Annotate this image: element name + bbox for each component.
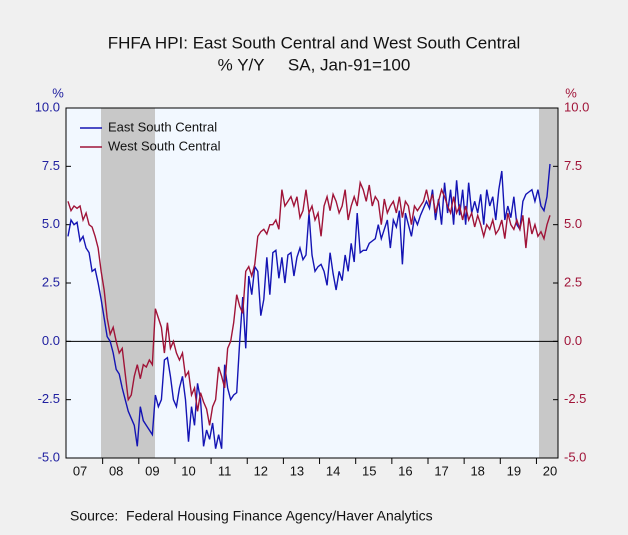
x-tick-label: 07 (73, 463, 87, 478)
y2-tick-label: 0.0 (564, 333, 582, 348)
legend-label: West South Central (108, 138, 221, 153)
x-tick-label: 15 (362, 463, 376, 478)
recession-shade (539, 108, 558, 458)
y2-tick-label: 5.0 (564, 216, 582, 231)
x-tick-label: 20 (543, 463, 557, 478)
y2-tick-label: -2.5 (564, 391, 586, 406)
chart-subtitle: % Y/Y SA, Jan-91=100 (218, 55, 411, 74)
y2-tick-label: 2.5 (564, 274, 582, 289)
x-tick-label: 11 (218, 463, 232, 478)
x-tick-label: 12 (254, 463, 268, 478)
y-tick-label: 0.0 (42, 333, 60, 348)
y-tick-label: 7.5 (42, 158, 60, 173)
x-tick-label: 17 (434, 463, 448, 478)
recession-shade (101, 108, 155, 458)
y-tick-label: 2.5 (42, 274, 60, 289)
x-tick-label: 08 (109, 463, 123, 478)
y-tick-label: -2.5 (38, 391, 60, 406)
x-tick-label: 10 (181, 463, 195, 478)
y2-tick-label: 10.0 (564, 99, 589, 114)
x-tick-label: 18 (470, 463, 484, 478)
y2-tick-label: -5.0 (564, 449, 586, 464)
source-note: Source: Federal Housing Finance Agency/H… (70, 508, 433, 524)
plot-layer (66, 107, 558, 464)
y2-axis-label: % (565, 85, 577, 100)
legend-label: East South Central (108, 119, 217, 134)
x-tick-label: 19 (507, 463, 521, 478)
y2-tick-label: 7.5 (564, 158, 582, 173)
y-tick-label: -5.0 (38, 449, 60, 464)
plot-frame (65, 107, 559, 459)
series-line (67, 180, 551, 426)
x-tick-label: 09 (145, 463, 159, 478)
y-tick-label: 10.0 (35, 99, 60, 114)
y-tick-label: 5.0 (42, 216, 60, 231)
chart-title: FHFA HPI: East South Central and West So… (108, 33, 521, 52)
y-axis-label: % (52, 85, 64, 100)
x-tick-label: 14 (326, 463, 340, 478)
x-tick-label: 16 (398, 463, 412, 478)
x-tick-label: 13 (290, 463, 304, 478)
